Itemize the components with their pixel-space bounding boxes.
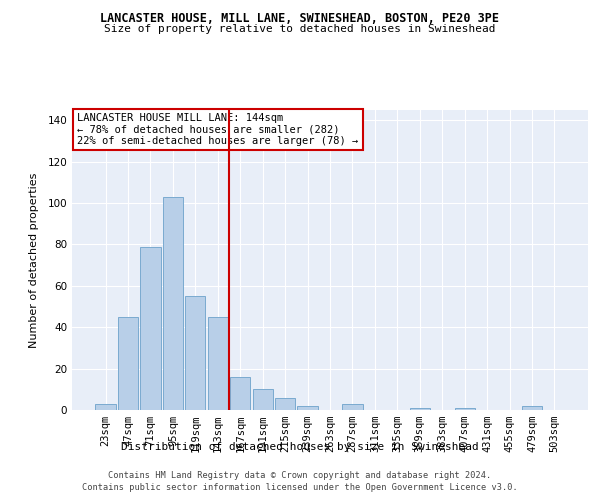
Text: LANCASTER HOUSE, MILL LANE, SWINESHEAD, BOSTON, PE20 3PE: LANCASTER HOUSE, MILL LANE, SWINESHEAD, … bbox=[101, 12, 499, 26]
Bar bbox=[253, 390, 273, 410]
Text: LANCASTER HOUSE MILL LANE: 144sqm
← 78% of detached houses are smaller (282)
22%: LANCASTER HOUSE MILL LANE: 144sqm ← 78% … bbox=[77, 113, 358, 146]
Bar bbox=[118, 317, 138, 410]
Text: Contains HM Land Registry data © Crown copyright and database right 2024.: Contains HM Land Registry data © Crown c… bbox=[109, 471, 491, 480]
Bar bbox=[343, 404, 362, 410]
Bar bbox=[208, 317, 228, 410]
Text: Contains public sector information licensed under the Open Government Licence v3: Contains public sector information licen… bbox=[82, 484, 518, 492]
Bar bbox=[298, 406, 317, 410]
Bar bbox=[522, 406, 542, 410]
Y-axis label: Number of detached properties: Number of detached properties bbox=[29, 172, 39, 348]
Bar bbox=[95, 404, 116, 410]
Text: Distribution of detached houses by size in Swineshead: Distribution of detached houses by size … bbox=[121, 442, 479, 452]
Bar bbox=[185, 296, 205, 410]
Bar bbox=[163, 197, 183, 410]
Text: Size of property relative to detached houses in Swineshead: Size of property relative to detached ho… bbox=[104, 24, 496, 34]
Bar bbox=[410, 408, 430, 410]
Bar bbox=[140, 246, 161, 410]
Bar bbox=[275, 398, 295, 410]
Bar bbox=[230, 377, 250, 410]
Bar bbox=[455, 408, 475, 410]
